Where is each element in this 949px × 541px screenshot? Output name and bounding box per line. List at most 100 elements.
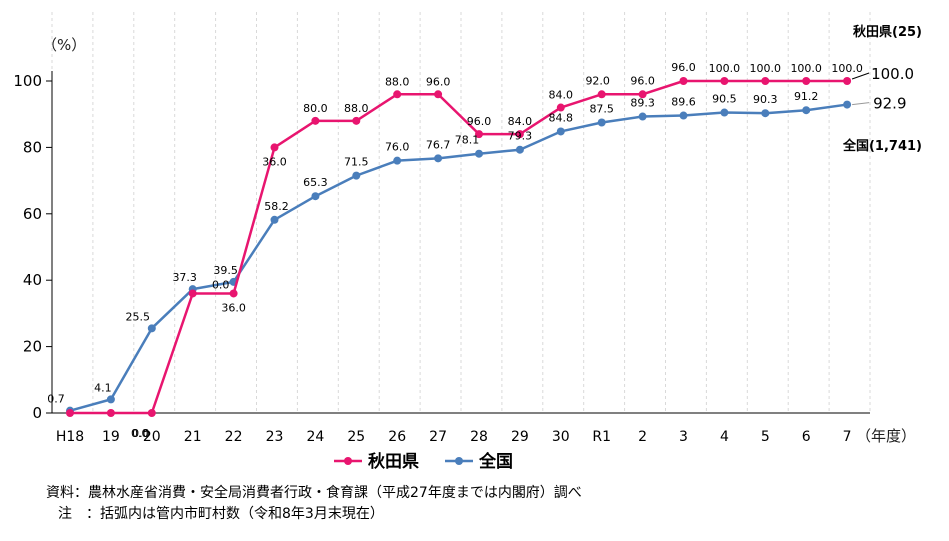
data-point [106,395,115,404]
data-point [434,154,443,163]
data-point [843,77,852,85]
y-tick-label: 0 [32,404,42,422]
national-value-label: 78.1 [455,134,480,147]
x-tick-label: 26 [388,429,406,445]
y-tick-label: 80 [23,138,42,156]
data-point [106,409,115,417]
akita-value-label: 96.0 [630,74,655,87]
national-value-label: 0.7 [47,393,65,406]
data-point [515,145,524,154]
national-value-label: 84.8 [549,111,574,124]
x-tick-label: 4 [720,429,729,445]
national-value-label: 89.3 [630,97,655,110]
x-tick-label: 5 [761,429,770,445]
akita-value-label: 100.0 [831,62,863,75]
series-line [69,103,848,412]
legend: 秋田県 全国 [334,451,513,472]
akita-end-leader [851,72,870,80]
series-national [66,100,852,415]
chart-notes: 資料：農林水産省消費・安全局消費者行政・食育課（平成27年度までは内閣府）調べ … [46,483,582,525]
akita-value-label: 88.0 [344,102,369,115]
akita-value-label: 84.0 [508,115,533,128]
y-tick-label: 20 [23,338,42,356]
data-point [761,77,770,85]
data-point [597,90,606,99]
data-point [638,90,647,99]
national-value-label: 90.5 [712,93,737,106]
national-value-label: 65.3 [303,176,328,189]
akita-value-label: 0.0 [132,427,150,440]
data-point [638,112,647,121]
x-axis-unit-label: （年度） [856,427,916,445]
data-point [802,77,811,85]
national-value-label: 90.3 [753,93,778,106]
x-tick-label: 22 [225,429,243,445]
akita-value-label: 84.0 [549,89,574,102]
data-labels: 0.00.00.036.036.080.0 88.088.0 96.096.0 84.… [47,61,863,440]
data-point [475,130,483,139]
akita-value-label: 100.0 [790,62,822,75]
data-point [761,109,770,118]
national-value-label: 39.5 [213,264,238,277]
national-series-end-label: 全国(1,741) [842,138,922,154]
source-note: 資料：農林水産省消費・安全局消費者行政・食育課（平成27年度までは内閣府）調べ [46,485,582,501]
legend-item-akita: 秋田県 [334,451,419,472]
akita-value-label: 96.0 [467,115,492,128]
national-value-label: 37.3 [172,271,197,284]
akita-value-label: 92.0 [585,74,610,87]
akita-value-label: 80.0 [303,102,328,115]
x-tick-label: 3 [679,429,688,445]
data-point [352,171,361,180]
national-value-label: 79.3 [508,130,533,143]
x-tick-label: 6 [802,429,811,445]
x-tick-label: 24 [306,429,324,445]
x-tick-label: 25 [347,429,365,445]
akita-value-label: 96.0 [671,61,696,74]
x-tick-label: 19 [102,429,120,445]
data-point [556,103,565,112]
data-point [515,130,524,139]
footnote: 注 ：括弧内は管内市町村数（令和8年3月末現在） [58,506,384,522]
data-point [188,289,197,298]
y-tick-label: 60 [23,205,42,223]
y-axis-unit-label: （%） [42,36,86,54]
national-value-label: 25.5 [126,310,151,323]
data-point [843,100,852,109]
data-point [393,156,402,165]
national-end-leader [852,102,870,106]
akita-end-value: 100.0 [871,65,914,83]
x-tick-label: 27 [429,429,447,445]
national-value-label: 87.5 [589,103,614,116]
akita-value-label: 0.0 [131,427,149,440]
x-tick-label: 2 [638,429,647,445]
data-point [352,116,361,125]
data-point [597,118,606,127]
data-point [66,409,74,417]
legend-item-national: 全国 [445,451,513,472]
data-point [679,77,688,85]
data-point [434,90,443,99]
x-tick-label: 28 [470,429,488,445]
data-point [475,149,483,158]
data-point [720,77,729,85]
x-tick-label: 7 [843,429,852,445]
data-point [720,108,729,117]
akita-value-label: 100.0 [709,62,741,75]
data-point [229,289,238,298]
national-value-label: 4.1 [94,381,112,394]
akita-value-label: 96.0 [426,75,451,88]
x-tick-label: R1 [592,429,611,445]
national-value-label: 71.5 [344,156,369,169]
data-point [556,127,565,136]
akita-value-label: 0.0 [212,278,230,291]
data-point [311,192,320,201]
legend-marker [344,457,352,465]
akita-value-label: 36.0 [262,155,287,168]
legend-label: 秋田県 [368,451,419,472]
national-value-label: 58.2 [264,200,289,213]
national-value-label: 89.6 [671,96,696,109]
data-point [802,106,811,115]
legend-label: 全国 [478,451,513,472]
x-tick-label: 23 [266,429,284,445]
